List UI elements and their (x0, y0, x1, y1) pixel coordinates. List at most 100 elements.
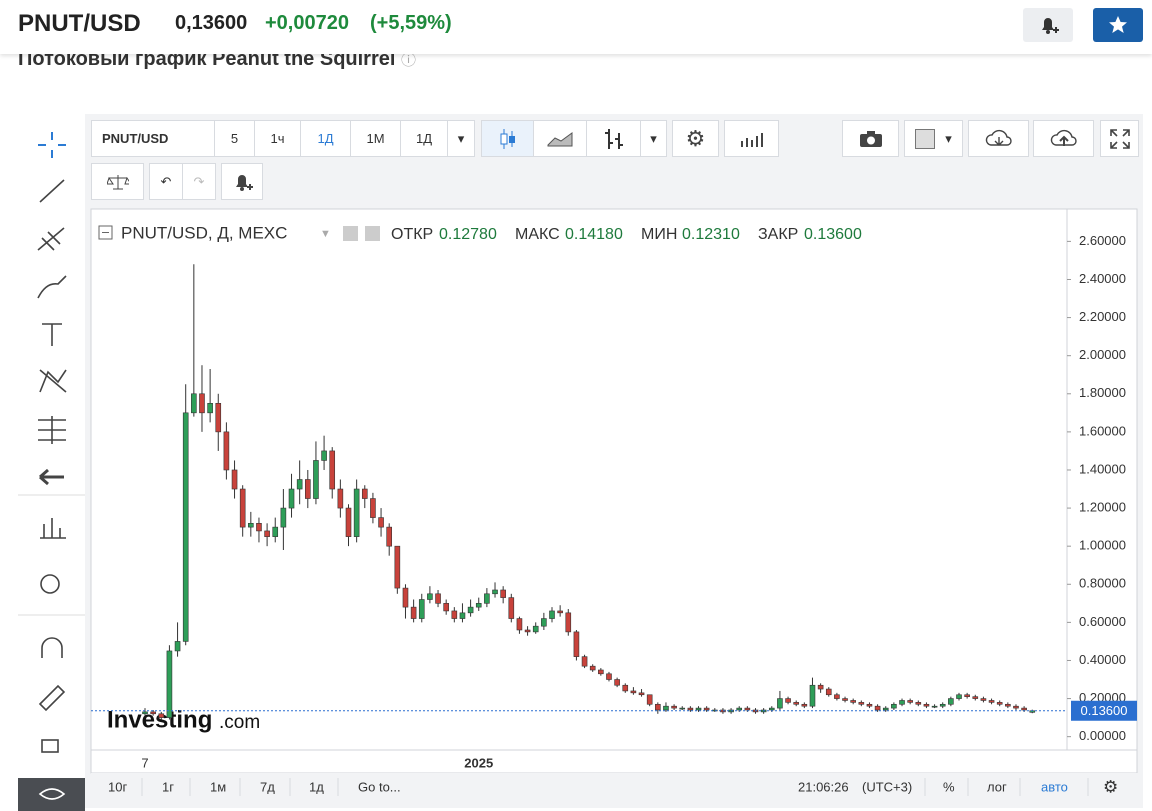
hide-sidebar[interactable] (39, 468, 64, 486)
candle-body (418, 599, 425, 619)
bars-button[interactable] (586, 120, 641, 157)
candle-body (353, 488, 360, 537)
symbol-input[interactable]: PNUT/USD (91, 120, 215, 157)
chart-type-dropdown[interactable]: ▾ (640, 120, 667, 157)
sidebar-separator (18, 494, 85, 616)
candle-body (264, 530, 270, 537)
candle-body (182, 412, 189, 642)
candle-body (239, 488, 246, 528)
legend-settings[interactable] (365, 226, 380, 241)
text-tool[interactable] (42, 323, 62, 346)
y-tick-label: 1.80000 (1079, 385, 1126, 400)
candles-button[interactable] (481, 120, 534, 157)
y-tick-label: 0.00000 (1079, 728, 1126, 743)
zoom-tool[interactable] (40, 574, 60, 594)
interval-button[interactable]: 5 (214, 120, 255, 157)
y-tick-label: 0.80000 (1079, 576, 1126, 591)
interval-button-active[interactable]: 1Д (300, 120, 351, 157)
line-tool[interactable] (39, 179, 65, 203)
candle-body (272, 526, 279, 537)
candle-body (972, 696, 979, 699)
candle-body (549, 610, 555, 619)
indicators-button[interactable] (724, 120, 779, 157)
watermark-domain: .com (219, 712, 260, 733)
load-button[interactable] (968, 120, 1029, 157)
candle-body (866, 703, 873, 707)
watchlist-button[interactable] (1093, 8, 1143, 42)
candle-body (304, 479, 311, 499)
y-tick-label: 0.60000 (1079, 614, 1126, 629)
log-toggle[interactable]: лог (987, 779, 1007, 794)
candle-body (337, 488, 344, 509)
eye-icon (38, 788, 66, 800)
range-button[interactable]: 10г (108, 779, 127, 794)
candle-body (834, 694, 840, 699)
range-button[interactable]: 7д (260, 779, 275, 794)
candle-body (231, 469, 238, 490)
legend-dropdown[interactable]: ▼ (320, 228, 331, 240)
candle-body (915, 702, 922, 705)
magnet-tool[interactable] (41, 637, 63, 658)
fullscreen-button[interactable] (1100, 120, 1139, 157)
timezone[interactable]: (UTC+3) (862, 779, 912, 794)
interval-label: 1Д (415, 131, 433, 146)
interval-button[interactable]: 1Д (400, 120, 448, 157)
redo-button[interactable]: ↷ (182, 163, 216, 200)
candle-body (891, 703, 897, 709)
candle-body (598, 669, 604, 675)
candle-body (817, 684, 824, 690)
candle-body (1005, 703, 1011, 707)
legend-open: 0.12780 (439, 226, 497, 243)
candle-body (768, 707, 775, 711)
lock-tool[interactable] (41, 739, 59, 753)
alert-add-button[interactable] (221, 163, 263, 200)
candle-body (361, 488, 368, 499)
alert-button[interactable] (1023, 8, 1073, 42)
bottom-settings[interactable]: ⚙ (1103, 777, 1118, 796)
compare-button[interactable] (91, 163, 144, 200)
crosshair-tool[interactable] (38, 132, 66, 158)
range-button[interactable]: 1м (210, 779, 226, 794)
candle-body (744, 707, 751, 711)
candle-body (638, 692, 645, 696)
symbol-text: PNUT/USD (102, 131, 169, 146)
range-button[interactable]: 1д (309, 779, 324, 794)
candle-body (166, 650, 173, 718)
bottom-bar (91, 773, 1143, 801)
goto-button[interactable]: Go to... (358, 779, 401, 794)
candle-body (663, 705, 669, 711)
settings-button[interactable]: ⚙ (672, 120, 719, 157)
undo-button[interactable]: ↶ (149, 163, 183, 200)
lock-draw-tool[interactable] (38, 684, 66, 712)
candle-body (427, 593, 433, 600)
pattern-tool[interactable] (39, 369, 67, 393)
y-tick-label: 2.00000 (1079, 347, 1126, 362)
color-button[interactable]: ▾ (904, 120, 963, 157)
last-price-label: 0.13600 (1081, 703, 1128, 718)
interval-button[interactable]: 1М (350, 120, 401, 157)
candle-body (996, 702, 1003, 705)
y-tick-label: 1.20000 (1079, 500, 1126, 515)
brush-tool[interactable] (37, 275, 67, 299)
interval-button[interactable]: 1ч (254, 120, 301, 157)
fullscreen-icon (1109, 128, 1130, 149)
eye-button[interactable] (18, 778, 85, 811)
snapshot-button[interactable] (842, 120, 899, 157)
legend-eye[interactable] (343, 226, 358, 241)
interval-dropdown[interactable]: ▾ (447, 120, 475, 157)
interval-label: 1М (366, 131, 385, 146)
range-button[interactable]: 1г (162, 779, 174, 794)
candle-body (825, 688, 832, 696)
candle-body (655, 703, 661, 711)
measure-tool[interactable] (38, 416, 66, 444)
percent-toggle[interactable]: % (943, 779, 955, 794)
top-bar: PNUT/USD 0,13600 +0,00720 (+5,59%) (0, 0, 1152, 54)
save-button[interactable] (1033, 120, 1094, 157)
auto-toggle[interactable]: авто (1041, 779, 1068, 794)
candle-body (736, 707, 743, 711)
candle-body (964, 694, 970, 697)
fib-tool[interactable] (37, 227, 65, 251)
candle-body (923, 703, 930, 707)
candle-body (378, 517, 384, 528)
indicators-tool[interactable] (40, 518, 66, 539)
